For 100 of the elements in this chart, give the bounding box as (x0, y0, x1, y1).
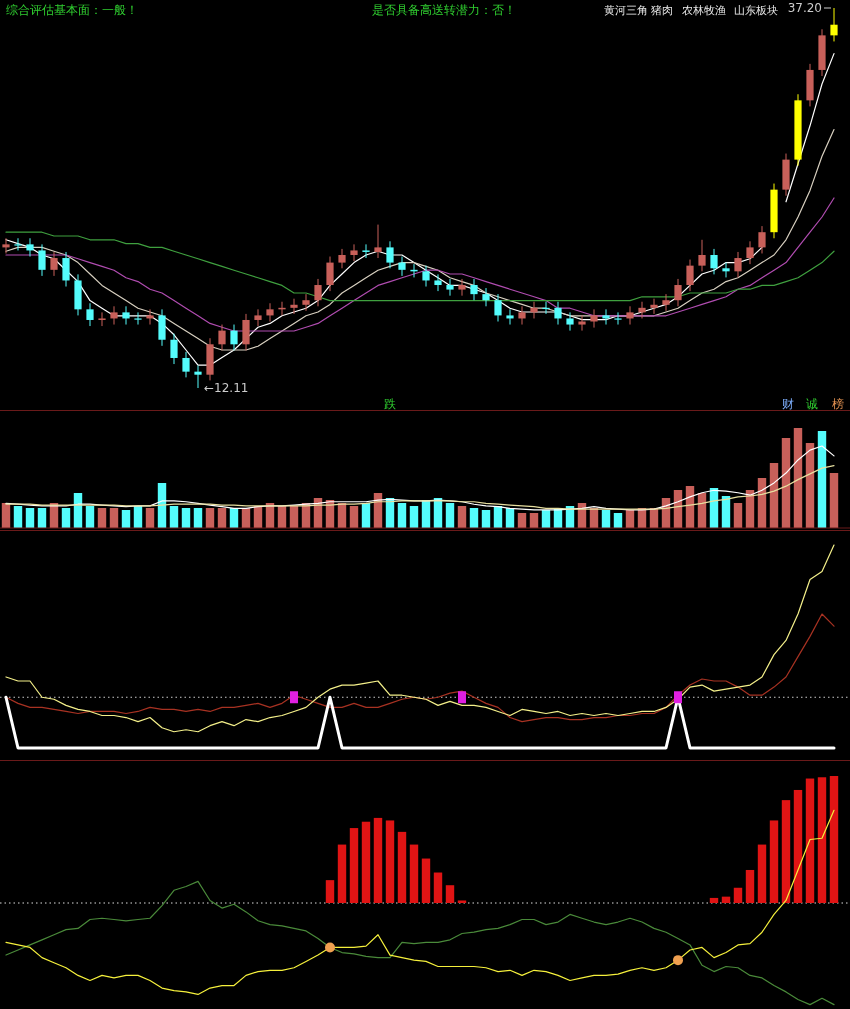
candlestick (398, 256, 406, 277)
candlestick (50, 251, 58, 277)
candlestick (722, 262, 730, 278)
bar (217, 508, 227, 528)
annotation: 山东板块 (734, 4, 778, 17)
candlestick (698, 239, 706, 272)
bar (469, 508, 479, 528)
candlestick (566, 311, 574, 332)
bar (733, 887, 743, 903)
candlestick (98, 311, 106, 327)
bar (601, 510, 611, 528)
candlestick (326, 256, 334, 292)
candlestick (122, 305, 130, 326)
candlestick (218, 324, 226, 351)
text: 财 (782, 397, 794, 411)
candlestick (638, 301, 646, 319)
candlestick (110, 305, 118, 326)
candlestick (734, 251, 742, 278)
bar (349, 506, 359, 528)
bar (409, 506, 419, 528)
bar (721, 896, 731, 903)
candlestick (470, 278, 478, 301)
candlestick (602, 308, 610, 326)
candlestick (422, 265, 430, 288)
bar (445, 503, 455, 528)
text: 诚 (806, 397, 818, 411)
bar (793, 428, 803, 528)
bar (121, 510, 131, 528)
bar (169, 506, 179, 528)
candlestick (14, 237, 22, 251)
bar (325, 880, 335, 903)
candlestick (554, 301, 562, 326)
candlestick (758, 225, 766, 254)
bar (85, 506, 95, 528)
bar (781, 438, 791, 528)
candlestick (458, 278, 466, 297)
annotation: 是否具备高送转潜力：否！ (372, 3, 516, 17)
candlestick (674, 278, 682, 307)
annotation: 黄河三角 猪肉 (604, 4, 674, 17)
bar (193, 508, 203, 528)
candlestick (350, 243, 358, 262)
candlestick (578, 314, 586, 332)
candlestick (506, 308, 514, 326)
candlestick (230, 324, 238, 351)
candlestick (686, 259, 694, 292)
bar (769, 820, 779, 903)
bar (481, 510, 491, 528)
bar (757, 844, 767, 903)
bar (181, 508, 191, 528)
candlestick (518, 305, 526, 326)
bar (817, 777, 827, 903)
bar (385, 820, 395, 903)
candlestick (254, 308, 262, 327)
bar (793, 789, 803, 903)
annotation: 37.20 (787, 1, 822, 15)
bar (25, 508, 35, 528)
bar (805, 443, 815, 528)
candlestick (434, 273, 442, 292)
bar (433, 872, 443, 903)
annotation: ←12.11 (204, 381, 249, 395)
candlestick (314, 278, 322, 307)
candlestick (302, 293, 310, 312)
bar (781, 800, 791, 903)
bar (397, 503, 407, 528)
bar (397, 831, 407, 903)
bar (37, 508, 47, 528)
bar (445, 885, 455, 903)
candlestick (374, 224, 382, 259)
text: 榜 (832, 397, 844, 411)
candlestick (146, 308, 154, 326)
bar (829, 473, 839, 528)
bar (745, 869, 755, 903)
candlestick (194, 365, 202, 389)
candlestick (26, 237, 34, 258)
text: 跌 (384, 397, 396, 411)
bar (805, 778, 815, 903)
bar (733, 503, 743, 528)
candlestick (62, 251, 70, 288)
candlestick (134, 311, 142, 326)
bar (457, 900, 467, 903)
bar (337, 844, 347, 903)
bar (421, 858, 431, 903)
candlestick (362, 243, 370, 259)
candlestick (290, 298, 298, 315)
bar (13, 506, 23, 528)
bar (709, 897, 719, 903)
bar (829, 776, 839, 903)
candlestick (2, 237, 10, 254)
annotation: 综合评估基本面：一般！ (6, 3, 138, 17)
candlestick (170, 333, 178, 365)
candlestick (86, 302, 94, 327)
bar (373, 817, 383, 903)
bar (457, 506, 467, 528)
bar (97, 508, 107, 528)
candlestick (386, 240, 394, 269)
annotation: 农林牧渔 (682, 4, 726, 17)
candlestick (38, 243, 46, 277)
candlestick (446, 278, 454, 297)
candlestick (614, 311, 622, 326)
bar (409, 844, 419, 903)
